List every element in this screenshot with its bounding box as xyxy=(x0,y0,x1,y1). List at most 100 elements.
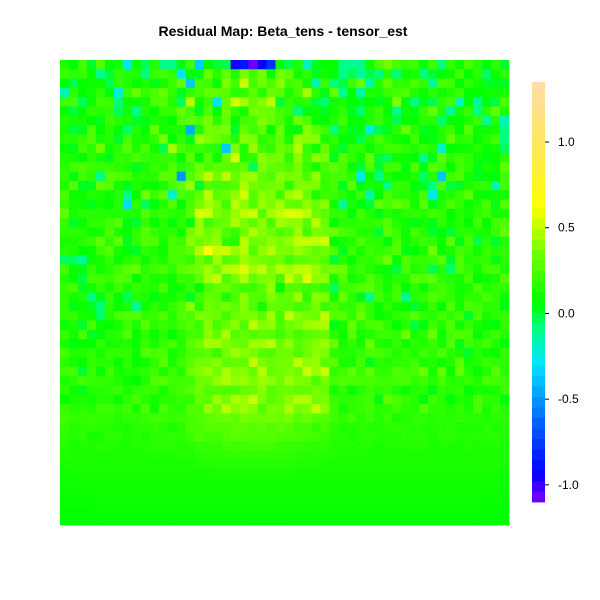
heatmap-cell xyxy=(104,385,115,396)
heatmap-cell xyxy=(266,273,276,284)
heatmap-cell xyxy=(248,69,258,79)
heatmap-cell xyxy=(284,469,294,479)
heatmap-cell xyxy=(77,301,88,312)
heatmap-cell xyxy=(500,497,510,507)
heatmap-cell xyxy=(60,478,70,489)
heatmap-cell xyxy=(437,394,447,405)
heatmap-cell xyxy=(113,78,124,89)
heatmap-cell xyxy=(194,106,205,117)
heatmap-cell xyxy=(437,227,447,238)
heatmap-cell xyxy=(122,497,133,507)
heatmap-cell xyxy=(60,60,70,70)
heatmap-cell xyxy=(221,246,232,256)
heatmap-cell xyxy=(311,329,321,340)
heatmap-cell xyxy=(311,450,321,461)
heatmap-cell xyxy=(203,385,214,396)
colorbar-swatch xyxy=(532,82,545,93)
heatmap-cell xyxy=(60,376,70,386)
heatmap-cell xyxy=(131,115,142,126)
heatmap-cell xyxy=(212,60,223,70)
heatmap-cell xyxy=(95,432,106,442)
heatmap-cell xyxy=(167,348,178,358)
heatmap-cell xyxy=(149,180,160,191)
heatmap-cell xyxy=(419,199,429,210)
heatmap-cell xyxy=(482,292,492,303)
heatmap-cell xyxy=(131,199,142,210)
heatmap-cell xyxy=(140,348,151,358)
heatmap-cell xyxy=(60,208,70,219)
heatmap-cell xyxy=(68,236,79,247)
heatmap-cell xyxy=(446,199,456,210)
heatmap-cell xyxy=(446,143,456,154)
heatmap-cell xyxy=(284,376,294,386)
heatmap-cell xyxy=(347,162,357,172)
heatmap-cell xyxy=(167,320,178,331)
heatmap-cell xyxy=(167,478,178,489)
heatmap-cell xyxy=(293,366,303,377)
heatmap-cell xyxy=(311,227,321,238)
heatmap-cell xyxy=(356,366,366,377)
heatmap-cell xyxy=(221,236,232,247)
heatmap-cell xyxy=(104,246,115,256)
heatmap-cell xyxy=(500,450,510,461)
heatmap-cell xyxy=(248,357,258,368)
heatmap-cell xyxy=(158,115,169,126)
heatmap-cell xyxy=(239,329,249,340)
heatmap-cell xyxy=(284,125,294,135)
heatmap-cell xyxy=(239,339,249,349)
heatmap-cell xyxy=(113,497,124,507)
heatmap-cell xyxy=(419,422,429,433)
heatmap-cell xyxy=(455,432,465,442)
heatmap-cell xyxy=(167,264,178,275)
heatmap-cell xyxy=(203,329,214,340)
heatmap-cell xyxy=(60,162,70,172)
heatmap-cell xyxy=(230,106,240,117)
heatmap-cell xyxy=(149,87,160,98)
heatmap-cell xyxy=(428,320,438,331)
heatmap-cell xyxy=(410,208,420,219)
heatmap-cell xyxy=(482,153,492,163)
heatmap-cell xyxy=(482,366,492,377)
heatmap-cell xyxy=(140,190,151,200)
heatmap-cell xyxy=(410,441,420,451)
heatmap-cell xyxy=(104,366,115,377)
heatmap-cell xyxy=(185,171,196,182)
heatmap-cell xyxy=(266,404,276,414)
heatmap-cell xyxy=(446,376,456,386)
heatmap-cell xyxy=(194,357,205,368)
heatmap-cell xyxy=(437,450,447,461)
heatmap-cell xyxy=(329,78,339,89)
heatmap-cell xyxy=(122,413,133,424)
heatmap-cell xyxy=(464,497,474,507)
heatmap-cell xyxy=(77,292,88,303)
heatmap-cell xyxy=(302,283,312,293)
heatmap-cell xyxy=(365,283,375,293)
heatmap-cell xyxy=(77,432,88,442)
heatmap-cell xyxy=(131,190,142,200)
heatmap-cell xyxy=(212,190,223,200)
heatmap-cell xyxy=(284,97,294,107)
heatmap-cell xyxy=(392,78,402,89)
heatmap-cell xyxy=(410,153,420,163)
heatmap-cell xyxy=(446,478,456,489)
heatmap-cell xyxy=(455,97,465,107)
heatmap-cell xyxy=(356,199,366,210)
heatmap-cell xyxy=(320,115,330,126)
heatmap-cell xyxy=(275,236,285,247)
heatmap-cell xyxy=(194,515,205,526)
heatmap-cell xyxy=(338,339,348,349)
heatmap-cell xyxy=(401,450,411,461)
colorbar-swatch xyxy=(532,166,545,177)
heatmap-cell xyxy=(176,273,187,284)
heatmap-cell xyxy=(446,459,456,470)
heatmap-cell xyxy=(185,459,196,470)
heatmap-cell xyxy=(212,264,223,275)
heatmap-cell xyxy=(95,97,106,107)
heatmap-cell xyxy=(410,218,420,228)
heatmap-cell xyxy=(473,441,483,451)
heatmap-cell xyxy=(95,487,106,498)
heatmap-cell xyxy=(257,320,267,331)
heatmap-cell xyxy=(374,264,384,275)
heatmap-cell xyxy=(176,153,187,163)
heatmap-cell xyxy=(365,162,375,172)
